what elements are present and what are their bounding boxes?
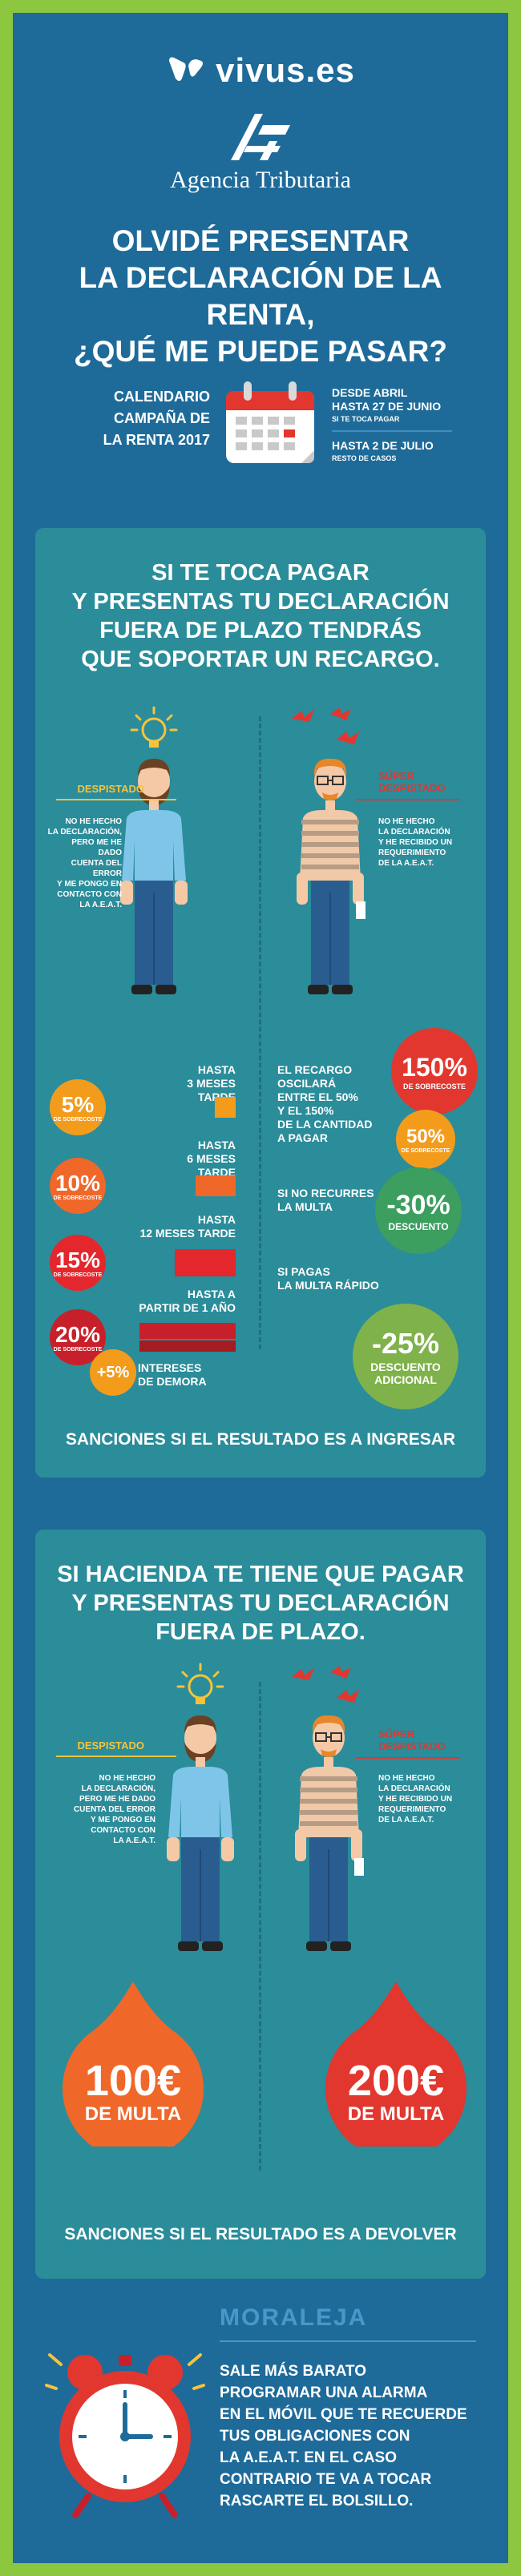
surcharge-label-3: HASTA 12 MESES TARDE [139, 1213, 236, 1240]
calendar-dates: DESDE ABRIL HASTA 27 DE JUNIO SI TE TOCA… [332, 386, 492, 462]
brand-name: vivus.es [216, 51, 355, 89]
right-tag-line [356, 1757, 460, 1759]
left-description: NO HE HECHO LA DECLARACIÓN, PERO ME HE DAD… [73, 1774, 155, 1845]
penalty-max-badge: 150% DE SOBRECOSTE [391, 1028, 478, 1115]
moral-title: MORALEJA [220, 2304, 368, 2331]
penalty-description: EL RECARGO OSCILARÁ ENTRE EL 50% Y EL 150% D… [277, 1063, 373, 1144]
moral-underline [220, 2340, 476, 2342]
left-tag-line [56, 799, 176, 800]
fine-right: 200€ DE MULTA [347, 2057, 445, 2125]
person-glasses-illustration [295, 1715, 364, 1951]
surcharge-bar-1 [215, 1097, 236, 1118]
section-late-payment: SI TE TOCA PAGAR Y PRESENTAS TU DECLARAC… [35, 528, 486, 1477]
fine-badge-shape [63, 1981, 204, 2147]
surcharge-badge-2: 10% DE SOBRECOSTE [50, 1158, 106, 1214]
no-appeal-badge: -30% DESCUENTO [375, 1167, 462, 1254]
surcharge-bar-3 [175, 1249, 236, 1276]
fine-badge-shape [325, 1981, 466, 2147]
agency-name: Agencia Tributaria [170, 167, 351, 193]
alarm-clock-icon [45, 2353, 205, 2518]
left-tag-despistado: DESPISTADO [77, 783, 144, 795]
surcharge-label-4: HASTA A PARTIR DE 1 AÑO [139, 1288, 236, 1314]
moral-text: SALE MÁS BARATO PROGRAMAR UNA ALARMA EN EL… [220, 2363, 467, 2509]
right-description: NO HE HECHO LA DECLARACIÓN Y HE RECIBIDO U… [378, 1774, 453, 1824]
interest-badge: +5% [90, 1349, 136, 1396]
calendar-label: CALENDARIO CAMPAÑA DE LA RENTA 2017 [103, 389, 210, 448]
surcharge-label-2: HASTA 6 MESES TARDE [187, 1139, 236, 1179]
surcharge-bar-4 [139, 1323, 236, 1339]
section1-title: SI TE TOCA PAGAR Y PRESENTAS TU DECLARAC… [71, 560, 450, 672]
birds-dizzy-icon [292, 707, 359, 744]
right-tag-super-despistado: SÚPER DESPISTADO [378, 770, 446, 794]
person-bearded-illustration [120, 759, 188, 994]
lightbulb-icon [130, 706, 178, 748]
no-appeal-text: SI NO RECURRES LA MULTA [277, 1187, 374, 1213]
surcharge-badge-1: 5% DE SOBRECOSTE [50, 1079, 106, 1135]
section2-footer: SANCIONES SI EL RESULTADO ES A DEVOLVER [64, 2225, 457, 2243]
left-tag-line [56, 1756, 176, 1757]
surcharge-badge-3: 15% DE SOBRECOSTE [50, 1235, 106, 1291]
section1-divider [259, 716, 261, 1349]
agencia-tributaria-logo-icon [231, 114, 290, 160]
fast-pay-badge: -25% DESCUENTO ADICIONAL [353, 1304, 458, 1409]
section2-title: SI HACIENDA TE TIENE QUE PAGAR Y PRESENTA… [57, 1562, 464, 1645]
surcharge-bar-4b [139, 1340, 236, 1352]
person-glasses-illustration [297, 758, 366, 994]
lightbulb-icon [176, 1663, 224, 1704]
right-tag-line [356, 799, 460, 800]
left-description: NO HE HECHO LA DECLARACIÓN, PERO ME HE DAD… [47, 817, 122, 909]
fast-pay-text: SI PAGAS LA MULTA RÁPIDO [277, 1265, 379, 1292]
left-tag-despistado: DESPISTADO [77, 1740, 144, 1752]
vivus-icon [169, 57, 204, 81]
section-late-refund: SI HACIENDA TE TIENE QUE PAGAR Y PRESENTA… [35, 1530, 486, 2279]
page-title: OLVIDÉ PRESENTAR LA DECLARACIÓN DE LA RE… [74, 224, 447, 368]
calendar-icon [226, 381, 314, 463]
infographic: vivus.es Agencia Tributaria OLVIDÉ PRESE… [13, 13, 508, 2563]
surcharge-bar-2 [196, 1175, 236, 1196]
brand-logo: vivus.es [13, 46, 508, 95]
section1-footer: SANCIONES SI EL RESULTADO ES A INGRESAR [65, 1430, 456, 1449]
right-description: NO HE HECHO LA DECLARACIÓN Y HE RECIBIDO U… [378, 817, 453, 868]
section2-divider [259, 1682, 261, 2171]
interest-label: INTERESES DE DEMORA [138, 1361, 207, 1388]
calendar-divider [332, 430, 452, 432]
person-bearded-illustration [167, 1715, 234, 1951]
fine-left: 100€ DE MULTA [84, 2057, 182, 2125]
birds-dizzy-icon [292, 1666, 359, 1703]
right-tag-super-despistado: SÚPER DESPISTADO [378, 1728, 446, 1752]
penalty-min-badge: 50% DE SOBRECOSTE [396, 1110, 455, 1169]
